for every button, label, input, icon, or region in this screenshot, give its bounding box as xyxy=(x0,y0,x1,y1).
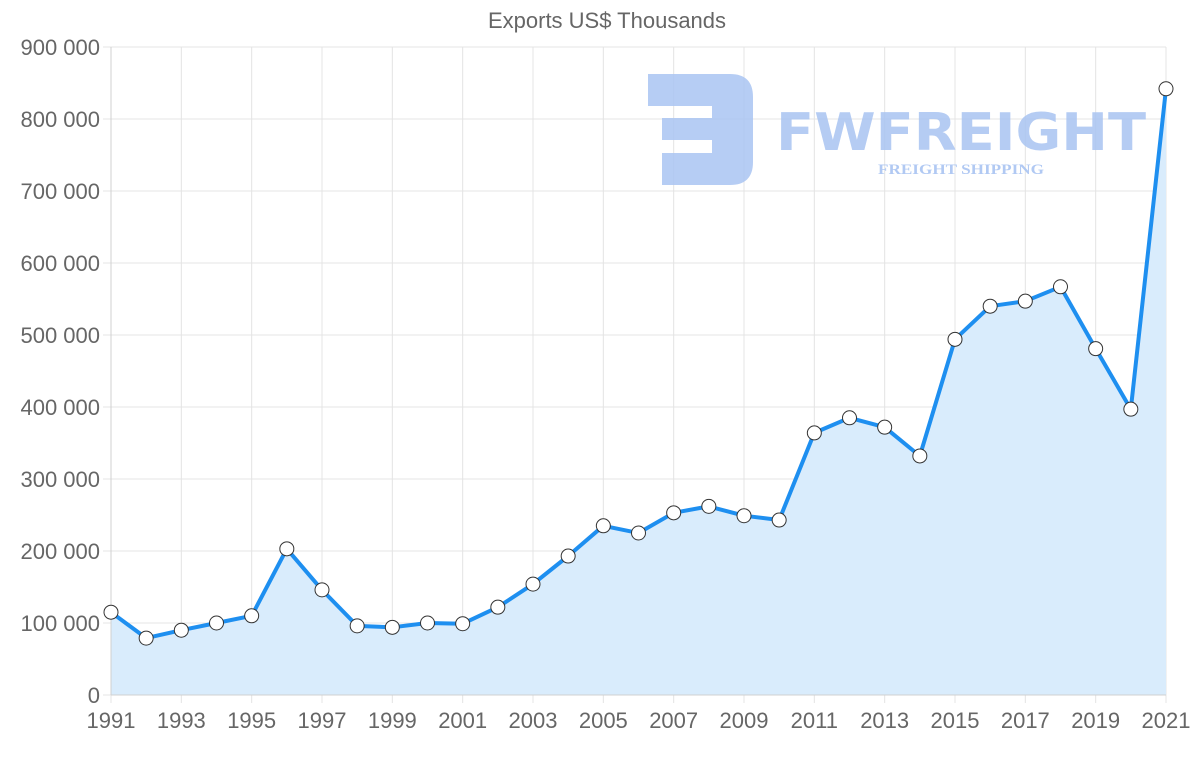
data-point[interactable] xyxy=(1123,401,1139,417)
watermark-brand: FWFREIGHT xyxy=(776,103,1147,163)
data-point[interactable] xyxy=(666,505,682,521)
y-tick-label: 100 000 xyxy=(20,611,100,636)
x-tick-label: 2015 xyxy=(931,708,980,733)
data-point[interactable] xyxy=(384,619,400,635)
data-point[interactable] xyxy=(173,622,189,638)
axes xyxy=(110,47,1166,696)
data-point[interactable] xyxy=(947,331,963,347)
data-point[interactable] xyxy=(525,576,541,592)
data-point[interactable] xyxy=(349,618,365,634)
data-point[interactable] xyxy=(279,541,295,557)
x-tick-label: 1993 xyxy=(157,708,206,733)
x-tick-label: 1995 xyxy=(227,708,276,733)
x-tick-label: 2021 xyxy=(1142,708,1191,733)
data-point[interactable] xyxy=(806,425,822,441)
watermark-logo: FWFREIGHT FREIGHT SHIPPING xyxy=(648,74,1147,185)
data-point[interactable] xyxy=(912,448,928,464)
data-point[interactable] xyxy=(982,298,998,314)
x-tick-label: 2017 xyxy=(1001,708,1050,733)
x-tick-label: 1997 xyxy=(298,708,347,733)
data-point[interactable] xyxy=(595,518,611,534)
y-tick-label: 600 000 xyxy=(20,251,100,276)
data-point[interactable] xyxy=(560,548,576,564)
y-tick-label: 400 000 xyxy=(20,395,100,420)
y-tick-label: 0 xyxy=(88,683,100,708)
data-point[interactable] xyxy=(314,582,330,598)
y-tick-label: 200 000 xyxy=(20,539,100,564)
data-point[interactable] xyxy=(701,498,717,514)
data-point[interactable] xyxy=(490,599,506,615)
x-tick-label: 2001 xyxy=(438,708,487,733)
data-point[interactable] xyxy=(209,615,224,631)
x-tick-label: 2019 xyxy=(1071,708,1120,733)
data-point[interactable] xyxy=(1017,293,1033,309)
watermark-tagline: FREIGHT SHIPPING xyxy=(878,162,1044,178)
chart-title: Exports US$ Thousands xyxy=(487,8,727,33)
data-point[interactable] xyxy=(631,525,646,541)
data-point[interactable] xyxy=(1158,81,1174,97)
data-point[interactable] xyxy=(877,419,893,435)
y-tick-label: 700 000 xyxy=(20,179,100,204)
area-fill xyxy=(111,88,1166,696)
x-tick-label: 1999 xyxy=(368,708,417,733)
data-point[interactable] xyxy=(771,512,787,528)
logo-mark-icon xyxy=(648,74,753,185)
x-tick-label: 1991 xyxy=(87,708,136,733)
data-point[interactable] xyxy=(842,410,857,426)
x-tick-label: 2003 xyxy=(509,708,558,733)
y-tick-label: 500 000 xyxy=(20,323,100,348)
data-point[interactable] xyxy=(103,604,119,620)
data-point[interactable] xyxy=(1088,341,1104,357)
x-tick-label: 2007 xyxy=(649,708,698,733)
y-tick-label: 900 000 xyxy=(20,35,100,60)
data-point[interactable] xyxy=(420,615,435,631)
y-tick-label: 800 000 xyxy=(20,107,100,132)
x-tick-label: 2009 xyxy=(720,708,769,733)
x-tick-label: 2013 xyxy=(860,708,909,733)
x-axis-ticks: 1991 1993 1995 1997 1999 2001 2003 2005 2007 2009… xyxy=(87,708,1191,733)
data-point[interactable] xyxy=(736,508,752,524)
data-point[interactable] xyxy=(1053,279,1068,295)
data-point[interactable] xyxy=(455,616,471,632)
data-point[interactable] xyxy=(244,608,260,624)
x-tick-label: 2005 xyxy=(579,708,628,733)
data-point[interactable] xyxy=(138,630,154,646)
x-tick-label: 2011 xyxy=(791,708,838,733)
y-axis-ticks: 0 100 000 200 000 300 000 400 000 500 000 600 … xyxy=(20,35,100,708)
data-markers xyxy=(103,81,1174,646)
y-tick-label: 300 000 xyxy=(20,467,100,492)
